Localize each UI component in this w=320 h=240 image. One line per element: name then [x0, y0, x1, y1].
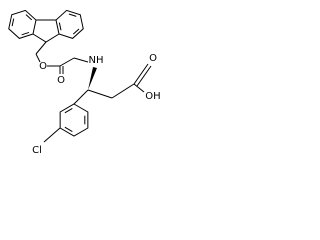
bond: [21, 31, 30, 36]
bond: [87, 89, 113, 99]
atom-label: O: [57, 75, 65, 86]
bond: [72, 28, 80, 35]
bond: [73, 57, 89, 63]
bonds: [32, 33, 152, 143]
bond: [133, 83, 145, 93]
atom-label: O: [149, 53, 157, 64]
bond: [58, 22, 62, 31]
atom-label: Cl: [32, 145, 42, 156]
bond: [59, 103, 89, 137]
bond: [73, 89, 89, 105]
wedge-bond: [88, 67, 97, 90]
bond: [35, 53, 41, 63]
bond: [32, 33, 60, 43]
atom-label: NH: [89, 55, 104, 66]
bond: [133, 63, 149, 85]
rings: [8, 9, 89, 137]
bond: [43, 127, 61, 143]
page: O O NH O OH Cl (() => { const data = JSO…: [8, 9, 161, 156]
bond: [64, 108, 73, 114]
molecule-diagram: O O NH O OH Cl: [8, 9, 161, 156]
atom-label: OH: [145, 91, 160, 102]
bond: [11, 18, 15, 27]
bond: [59, 57, 75, 67]
bond: [68, 13, 77, 17]
bond: [25, 14, 33, 21]
bond: [35, 41, 47, 55]
bond: [111, 83, 135, 99]
atom-label: O: [39, 61, 47, 72]
bond: [64, 126, 73, 132]
bond: [136, 65, 152, 87]
